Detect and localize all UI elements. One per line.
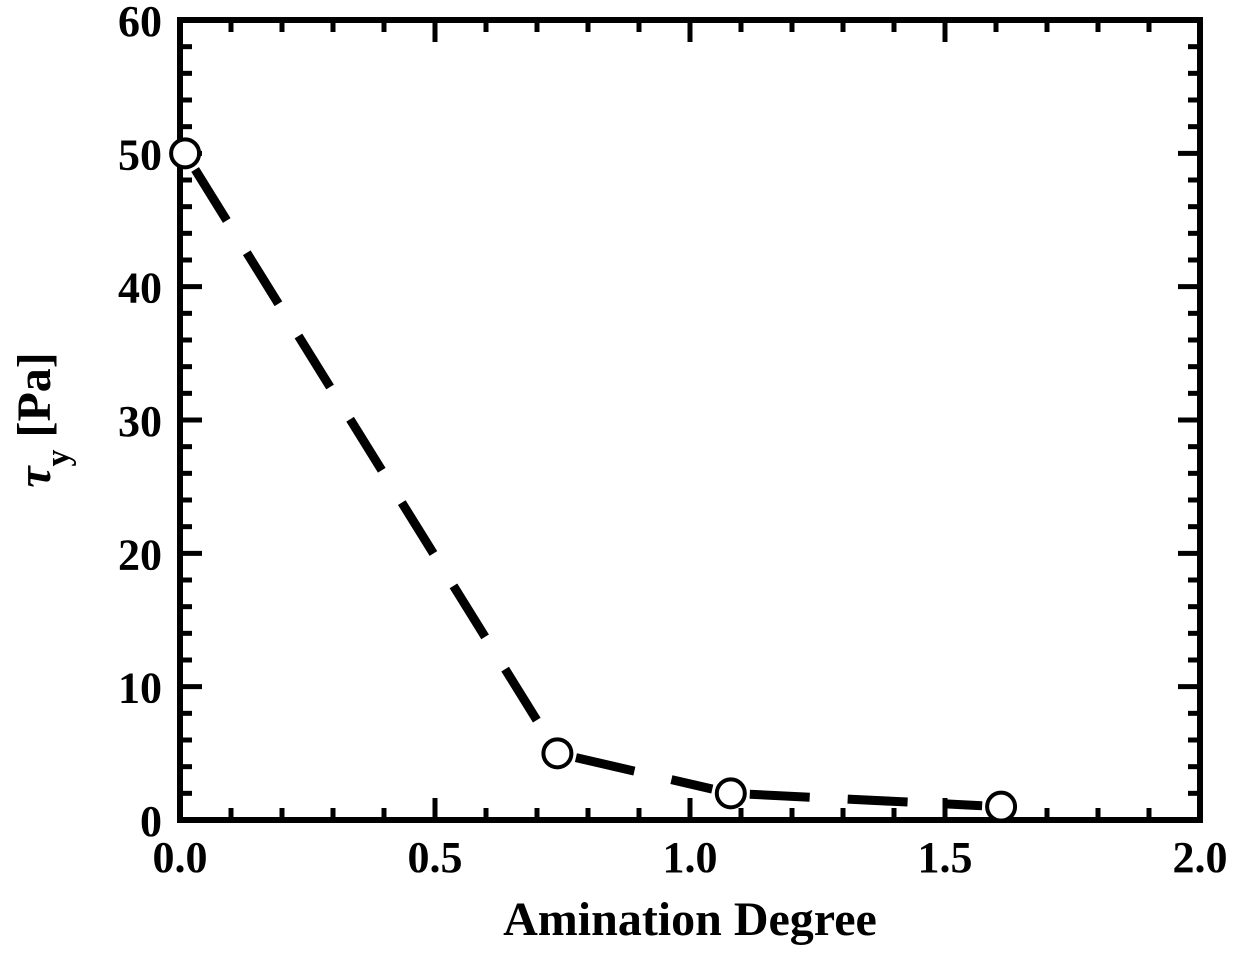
data-marker: [717, 779, 745, 807]
x-tick-label: 1.5: [918, 833, 973, 882]
y-tick-label: 50: [118, 130, 162, 179]
y-tick-label: 10: [118, 664, 162, 713]
data-marker: [987, 793, 1015, 821]
chart-container: 0.00.51.01.52.00102030405060Amination De…: [0, 0, 1240, 965]
x-tick-label: 0.5: [408, 833, 463, 882]
y-tick-label: 20: [118, 530, 162, 579]
y-tick-label: 30: [118, 397, 162, 446]
y-tick-label: 0: [140, 797, 162, 846]
x-tick-label: 1.0: [663, 833, 718, 882]
data-marker: [171, 139, 199, 167]
x-tick-label: 2.0: [1173, 833, 1228, 882]
x-axis-label: Amination Degree: [503, 893, 877, 946]
y-tick-label: 40: [118, 264, 162, 313]
chart-svg: 0.00.51.01.52.00102030405060Amination De…: [0, 0, 1240, 965]
y-tick-label: 60: [118, 0, 162, 46]
data-marker: [543, 739, 571, 767]
